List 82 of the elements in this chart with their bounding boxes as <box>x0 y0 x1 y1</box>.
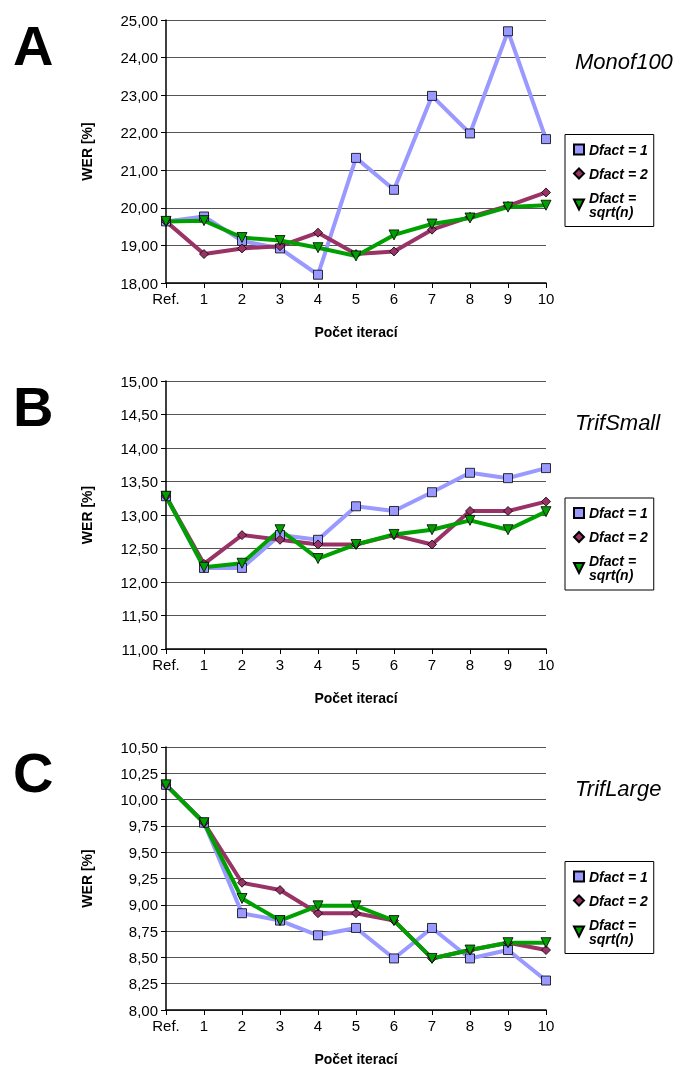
x-tick-label: 2 <box>237 656 247 673</box>
x-tick-label: 3 <box>275 1017 285 1034</box>
legend-label: Dfact = 2 <box>589 529 648 545</box>
x-tick-label: 9 <box>503 656 513 673</box>
x-tick-label: 6 <box>389 290 399 307</box>
x-tick-label: 5 <box>351 290 361 307</box>
y-tick-label: 20,00 <box>120 199 158 217</box>
x-tick-label: 5 <box>351 1017 361 1034</box>
x-tick-label: 9 <box>503 290 513 307</box>
legend-label: Dfact = 2 <box>589 892 648 909</box>
y-tick-label: 13,00 <box>120 506 158 524</box>
y-tick-label: 25,00 <box>120 11 158 29</box>
y-tick-label: 10,50 <box>120 738 158 756</box>
x-tick-label: 4 <box>313 656 323 673</box>
y-tick-label: 10,00 <box>120 791 158 809</box>
y-tick-label: 23,00 <box>120 86 158 104</box>
legend-label: Dfact = sqrt(n) <box>589 553 640 583</box>
x-tick-label: 8 <box>465 1017 475 1034</box>
x-tick-label: 1 <box>199 656 209 673</box>
x-axis-title: Počet iterací <box>314 324 399 340</box>
y-tick-label: 8,50 <box>128 948 158 966</box>
y-tick-label: 9,50 <box>128 843 158 861</box>
x-tick-label: 6 <box>389 656 399 673</box>
text: Monof100 <box>575 48 674 74</box>
x-tick-label: 5 <box>351 656 361 673</box>
x-tick-label: 6 <box>389 1017 399 1034</box>
legend-label: Dfact = sqrt(n) <box>589 916 640 947</box>
x-tick-label: 7 <box>427 290 437 307</box>
x-tick-label: Ref. <box>152 656 180 673</box>
chart-title: C <box>13 740 54 804</box>
legend-label: Dfact = 1 <box>589 868 648 885</box>
x-tick-label: 8 <box>465 656 475 673</box>
x-tick-label: 10 <box>537 1017 555 1034</box>
x-tick-label: 2 <box>237 290 247 307</box>
x-tick-label: 3 <box>275 656 285 673</box>
chart-title: A <box>13 13 54 77</box>
y-tick-label: 9,25 <box>128 870 158 887</box>
x-tick-label: 10 <box>537 290 555 307</box>
y-tick-label: 22,00 <box>120 124 158 142</box>
y-tick-label: 24,00 <box>120 49 158 67</box>
x-tick-label: Ref. <box>152 290 180 307</box>
x-tick-label: 7 <box>427 656 437 673</box>
text: TrifSmall <box>575 409 662 435</box>
y-tick-label: 11,50 <box>121 607 158 624</box>
y-tick-label: 9,75 <box>128 817 158 835</box>
legend-label: Dfact = 2 <box>589 165 648 182</box>
y-tick-label: 10,25 <box>120 764 158 782</box>
y-tick-label: 14,50 <box>120 406 158 423</box>
x-tick-label: Ref. <box>152 1017 180 1034</box>
x-tick-label: 3 <box>275 290 285 307</box>
y-tick-label: 15,00 <box>120 372 158 390</box>
y-tick-label: 8,00 <box>128 1001 158 1019</box>
legend-label: Dfact = 1 <box>589 505 648 521</box>
y-tick-label: 12,50 <box>120 540 158 557</box>
x-tick-label: 9 <box>503 1017 513 1034</box>
y-tick-label: 14,00 <box>120 439 158 457</box>
y-tick-label: 18,00 <box>120 274 158 292</box>
y-tick-label: 21,00 <box>120 161 158 179</box>
x-tick-label: 4 <box>313 290 323 307</box>
legend-label: Dfact = 1 <box>589 141 648 158</box>
x-axis-title: Počet iterací <box>314 690 399 706</box>
y-tick-label: 12,00 <box>120 573 158 591</box>
y-tick-label: 11,00 <box>121 640 158 658</box>
x-tick-label: 1 <box>199 290 209 307</box>
x-tick-label: 7 <box>427 1017 437 1034</box>
y-axis-title: WER [%] <box>79 122 95 181</box>
x-axis-title: Počet iterací <box>314 1051 399 1067</box>
legend-label: Dfact = sqrt(n) <box>589 189 640 220</box>
x-tick-label: 1 <box>199 1017 209 1034</box>
y-tick-label: 8,75 <box>128 922 158 940</box>
y-tick-label: 9,00 <box>128 896 158 914</box>
x-tick-label: 2 <box>237 1017 247 1034</box>
y-axis-title: WER [%] <box>79 485 95 545</box>
chart-title: B <box>13 374 54 438</box>
y-tick-label: 13,50 <box>120 473 158 490</box>
x-tick-label: 10 <box>537 656 555 673</box>
x-tick-label: 4 <box>313 1017 323 1034</box>
y-tick-label: 19,00 <box>120 236 158 254</box>
y-tick-label: 8,25 <box>128 975 158 993</box>
text: TrifLarge <box>575 775 662 801</box>
y-axis-title: WER [%] <box>79 849 95 908</box>
x-tick-label: 8 <box>465 290 475 307</box>
